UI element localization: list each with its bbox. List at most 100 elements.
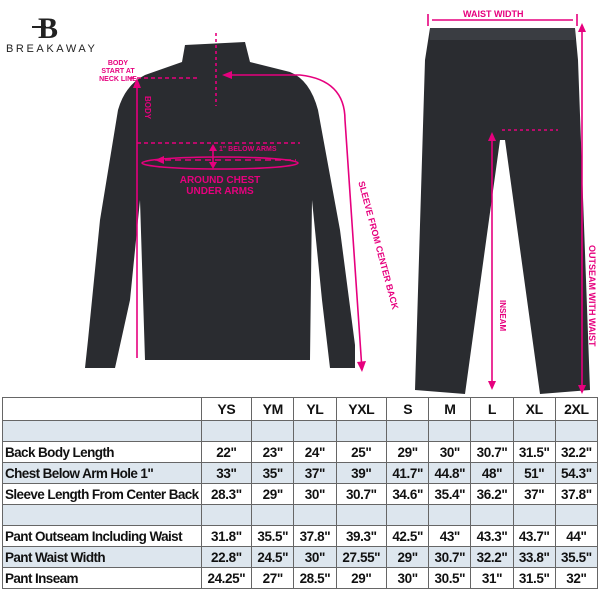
measurement-cell	[200, 420, 253, 442]
table-row	[2, 420, 599, 442]
garment-illustration	[85, 14, 590, 394]
measurement-cell: 29"	[386, 546, 430, 568]
measurement-cell: 35.5"	[554, 546, 599, 568]
measurement-cell: 27.55"	[335, 546, 388, 568]
measurement-cell: 31.5"	[512, 441, 556, 463]
label-line: NECK LINE	[99, 76, 137, 83]
waist-width-label: WAIST WIDTH	[460, 9, 527, 19]
measurement-cell: 37"	[293, 462, 337, 484]
measurement-cell: 27"	[251, 567, 295, 589]
measurement-cell: 28.5"	[293, 567, 337, 589]
measurement-cell: 44"	[554, 525, 599, 547]
measurement-cell	[200, 504, 253, 526]
label-line: START AT	[101, 68, 135, 75]
size-header: XL	[512, 397, 556, 421]
row-label	[2, 420, 202, 442]
size-header: 2XL	[554, 397, 599, 421]
measurement-cell: 30.7"	[428, 546, 472, 568]
measurement-cell: 31.8"	[200, 525, 253, 547]
outseam-label: OUTSEAM WITH WAIST	[587, 245, 597, 347]
table-row: Pant Waist Width 22.8" 24.5" 30" 27.55" 29" 30…	[2, 546, 599, 568]
measurement-cell: 32.2"	[470, 546, 514, 568]
measurement-cell: 39"	[335, 462, 388, 484]
below-arms-label: 1" BELOW ARMS	[219, 146, 277, 153]
size-header: YXL	[335, 397, 388, 421]
measurement-cell: 31.5"	[512, 567, 556, 589]
measurement-cell: 32.2"	[554, 441, 599, 463]
measurement-cell	[251, 420, 295, 442]
size-header: S	[386, 397, 430, 421]
measurement-cell: 30.7"	[335, 483, 388, 505]
measurement-cell: 29"	[386, 441, 430, 463]
header-corner	[2, 397, 202, 421]
measurement-cell: 22.8"	[200, 546, 253, 568]
measurement-cell	[251, 504, 295, 526]
row-label	[2, 504, 202, 526]
measurement-cell	[512, 504, 556, 526]
label-line: UNDER ARMS	[186, 186, 254, 197]
measurement-cell: 22"	[200, 441, 253, 463]
measurement-cell	[554, 420, 599, 442]
row-label: Sleeve Length From Center Back	[2, 483, 202, 505]
measurement-cell: 44.8"	[428, 462, 472, 484]
svg-text:B: B	[38, 12, 58, 42]
measurement-cell: 32"	[554, 567, 599, 589]
size-chart-table: YS YM YL YXL S M L XL 2XL Back Body Length 22" 23" 2…	[2, 397, 599, 589]
measurement-cell: 33"	[200, 462, 253, 484]
measurement-cell: 25"	[335, 441, 388, 463]
measurement-cell: 30.5"	[428, 567, 472, 589]
measurement-cell	[386, 420, 430, 442]
measurement-cell: 30"	[293, 546, 337, 568]
measurement-cell: 24.5"	[251, 546, 295, 568]
row-label: Chest Below Arm Hole 1"	[2, 462, 202, 484]
table-row: Pant Inseam 24.25" 27" 28.5" 29" 30" 30.5" 31" 3…	[2, 567, 599, 589]
measurement-cell: 43.3"	[470, 525, 514, 547]
measurement-cell: 29"	[335, 567, 388, 589]
measurement-cell	[554, 504, 599, 526]
size-header: YM	[251, 397, 295, 421]
measurement-cell: 29"	[251, 483, 295, 505]
measurement-cell	[335, 420, 388, 442]
measurement-cell: 37.8"	[293, 525, 337, 547]
measurement-cell: 48"	[470, 462, 514, 484]
measurement-cell	[428, 504, 472, 526]
measurement-cell: 30"	[428, 441, 472, 463]
table-row: Pant Outseam Including Waist 31.8" 35.5" 37…	[2, 525, 599, 547]
measurement-cell	[470, 420, 514, 442]
measurement-cell: 23"	[251, 441, 295, 463]
measurement-cell: 51"	[512, 462, 556, 484]
size-header: L	[470, 397, 514, 421]
measurement-cell: 43"	[428, 525, 472, 547]
measurement-cell: 24.25"	[200, 567, 253, 589]
header-row: YS YM YL YXL S M L XL 2XL	[2, 397, 599, 421]
row-label: Pant Outseam Including Waist	[2, 525, 202, 547]
measurement-cell	[293, 504, 337, 526]
measurement-cell: 30"	[293, 483, 337, 505]
table-row: Back Body Length 22" 23" 24" 25" 29" 30" 30.7" 3…	[2, 441, 599, 463]
measurement-cell: 34.6"	[386, 483, 430, 505]
waistband	[430, 28, 575, 40]
measurement-cell	[335, 504, 388, 526]
breakaway-logo: B	[32, 12, 58, 42]
table-row: Sleeve Length From Center Back 28.3" 29" 30…	[2, 483, 599, 505]
measurement-cell	[470, 504, 514, 526]
measurement-cell: 31"	[470, 567, 514, 589]
measurement-cell	[293, 420, 337, 442]
size-header: YS	[200, 397, 253, 421]
measurement-cell: 35.4"	[428, 483, 472, 505]
size-header: YL	[293, 397, 337, 421]
measurement-cell: 30"	[386, 567, 430, 589]
label-line: BODY	[107, 60, 129, 67]
table-row	[2, 504, 599, 526]
measurement-cell: 37.8"	[554, 483, 599, 505]
row-label: Pant Inseam	[2, 567, 202, 589]
measurement-cell: 54.3"	[554, 462, 599, 484]
measurement-cell: 30.7"	[470, 441, 514, 463]
row-label: Pant Waist Width	[2, 546, 202, 568]
table-row: Chest Below Arm Hole 1" 33" 35" 37" 39" 41.7"…	[2, 462, 599, 484]
measurement-cell: 35.5"	[251, 525, 295, 547]
measurement-cell: 43.7"	[512, 525, 556, 547]
measurement-cell	[428, 420, 472, 442]
measurement-cell	[512, 420, 556, 442]
measurement-cell: 37"	[512, 483, 556, 505]
